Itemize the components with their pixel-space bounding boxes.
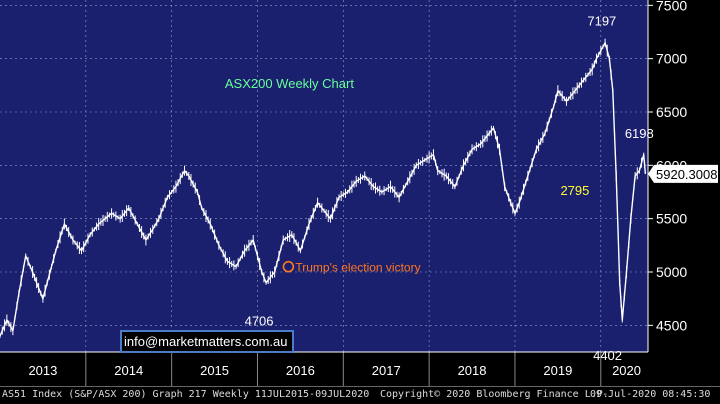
annotation-recovery: 6198 [625, 126, 654, 141]
y-tick-label: 6500 [656, 104, 687, 120]
x-tick-label: 2014 [114, 363, 143, 378]
annotation-low-2020: 4402 [593, 348, 622, 363]
footer-bar: AS51 Index (S&P/ASX 200) Graph 217 Weekl… [0, 386, 720, 404]
watermark-text: info@marketmatters.com.au [124, 334, 287, 349]
annotation-high-2020: 7197 [587, 14, 616, 29]
x-tick-label: 2016 [286, 363, 315, 378]
annotation-points: 2795 [560, 183, 589, 198]
chart-title: ASX200 Weekly Chart [225, 76, 354, 91]
annotation-low-2016: 4706 [245, 313, 274, 328]
y-tick-label: 5000 [656, 264, 687, 280]
watermark-box [120, 330, 294, 353]
x-tick-label: 2017 [372, 363, 401, 378]
last-value-tag [648, 164, 718, 183]
x-tick-label: 2019 [543, 363, 572, 378]
y-tick-label: 4500 [656, 317, 687, 333]
footer-copyright: Copyright© 2020 Bloomberg Finance L.P. [380, 389, 609, 400]
footer-timestamp: 09-Jul-2020 08:45:30 [590, 389, 711, 400]
last-value-label: 5920.3008 [656, 167, 717, 182]
x-tick-label: 2018 [458, 363, 487, 378]
x-tick-label: 2015 [200, 363, 229, 378]
y-tick-label: 7000 [656, 51, 687, 67]
footer-left-text: AS51 Index (S&P/ASX 200) Graph 217 Weekl… [2, 389, 370, 400]
asx200-chart: 4500500055006000650070007500201320142015… [0, 0, 718, 386]
y-tick-label: 7500 [656, 0, 687, 13]
plot-area [0, 0, 648, 352]
election-marker-circle [282, 260, 295, 273]
x-tick-label: 2020 [612, 363, 641, 378]
x-tick-label: 2013 [28, 363, 57, 378]
annotation-election: Trump's election victory [295, 261, 420, 275]
y-tick-label: 5500 [656, 211, 687, 227]
